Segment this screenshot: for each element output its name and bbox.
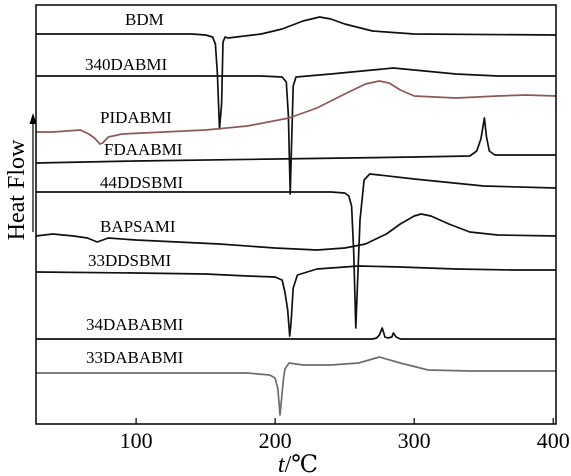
plot-area: [35, 16, 557, 416]
series-label-bdm: BDM: [125, 10, 164, 29]
x-tick-label: 200: [259, 428, 292, 453]
x-tick-label: 100: [120, 428, 153, 453]
x-axis-title-unit: /℃: [285, 452, 319, 476]
series-label-fdaabmi: FDAABMI: [104, 140, 183, 159]
series-line-pidabmi: [36, 80, 557, 145]
series-label-34dababmi: 34DABABMI: [86, 315, 184, 334]
series-line-44ddsbmi: [36, 173, 557, 329]
series-label-44ddsbmi: 44DDSBMI: [100, 173, 183, 192]
series-line-bdm: [36, 16, 557, 130]
x-tick-label: 300: [398, 428, 431, 453]
x-axis-title-variable: t: [278, 452, 286, 476]
series-line-fdaabmi: [35, 117, 556, 164]
series-label-33dababmi: 33DABABMI: [86, 348, 184, 367]
x-tick-label: 400: [537, 428, 570, 453]
series-line-33ddsbmi: [35, 265, 556, 337]
x-axis-title: t/℃: [278, 452, 318, 476]
series-line-bapsami: [35, 213, 557, 251]
series-labels: BDM 340DABMI PIDABMI FDAABMI 44DDSBMI BAPSAMI…: [85, 10, 184, 367]
y-axis-arrow-head: [29, 113, 37, 124]
series-label-340dabmi: 340DABMI: [85, 55, 168, 74]
x-axis: 100 200 300 400: [120, 418, 570, 453]
series-label-bapsami: BAPSAMI: [100, 217, 176, 236]
series-line-34dababmi: [36, 327, 556, 340]
series-label-pidabmi: PIDABMI: [100, 108, 172, 127]
plot-frame: [35, 4, 557, 425]
series-label-33ddsbmi: 33DDSBMI: [88, 251, 171, 270]
series-line-340dabmi: [36, 67, 556, 195]
y-axis-title: Heat Flow: [4, 139, 30, 240]
series-line-33dababmi: [36, 356, 556, 416]
